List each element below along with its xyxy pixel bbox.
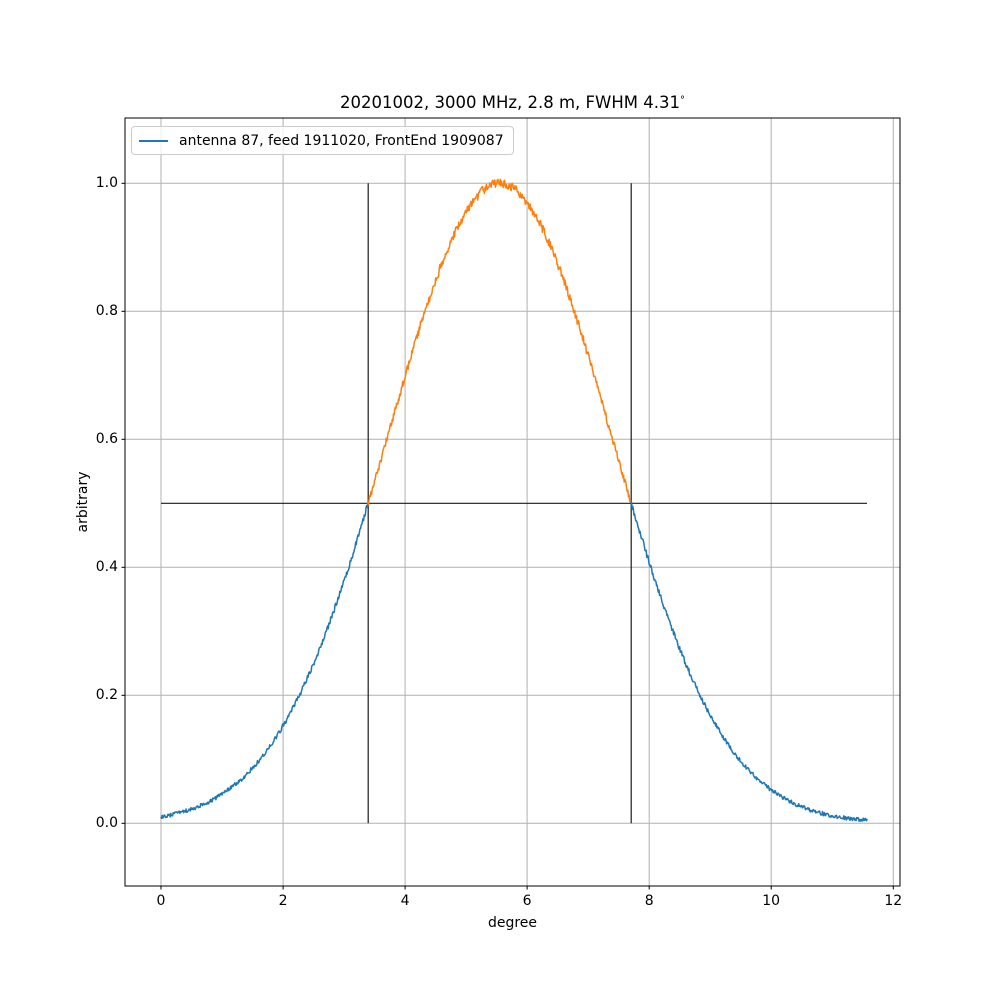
x-axis-label: degree <box>487 915 538 931</box>
x-tick-label: 10 <box>762 893 781 909</box>
x-tick-label: 12 <box>884 893 903 909</box>
y-tick-label: 1.0 <box>95 175 118 192</box>
plot-title: 20201002, 3000 MHz, 2.8 m, FWHM 4.31° <box>125 92 900 112</box>
x-tick-label: 6 <box>522 893 532 909</box>
y-tick-label: 0.6 <box>95 431 118 448</box>
y-tick-label: 0.0 <box>95 815 118 832</box>
y-axis-label: arbitrary <box>75 471 91 533</box>
degree-symbol: ° <box>679 95 685 106</box>
plot-title-text: 20201002, 3000 MHz, 2.8 m, FWHM 4.31 <box>340 93 680 112</box>
y-tick-label: 0.8 <box>95 303 118 320</box>
x-tick-label: 8 <box>644 893 654 909</box>
x-tick-label: 4 <box>400 893 410 909</box>
y-tick-label: 0.2 <box>95 687 118 704</box>
beam-curve-below-half <box>160 502 369 819</box>
legend-entry-label: antenna 87, feed 1911020, FrontEnd 19090… <box>179 132 504 149</box>
x-tick-label: 2 <box>278 893 288 909</box>
axes-spines <box>124 117 901 887</box>
beam-curve-above-half <box>367 178 632 506</box>
legend-line-sample <box>139 139 168 142</box>
y-tick-label: 0.4 <box>95 559 118 576</box>
legend: antenna 87, feed 1911020, FrontEnd 19090… <box>131 126 514 155</box>
beam-curve-below-half <box>630 501 868 823</box>
x-tick-label: 0 <box>156 893 166 909</box>
